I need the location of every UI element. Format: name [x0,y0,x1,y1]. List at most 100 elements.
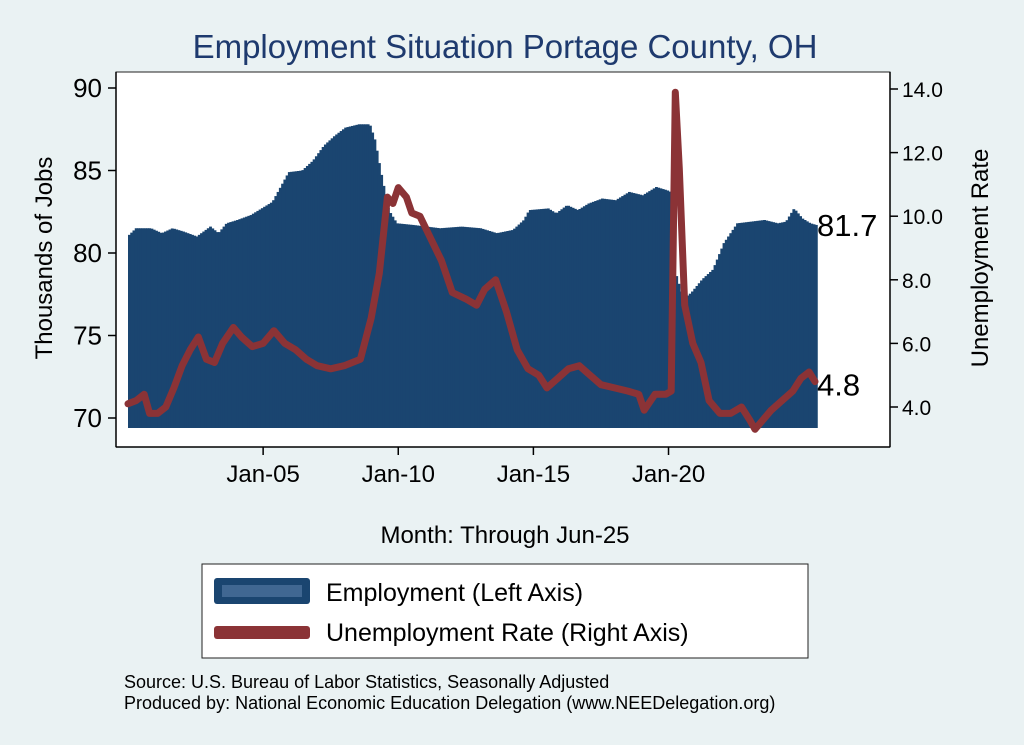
employment-bar [778,222,782,428]
employment-bar [461,226,465,428]
legend: Employment (Left Axis) Unemployment Rate… [201,563,809,659]
employment-bar [209,226,212,428]
employment-bar [609,199,613,428]
employment-bar [688,293,692,428]
employment-bar [796,213,800,428]
employment-bar [285,175,289,428]
employment-bar [132,230,136,428]
employment-bar [393,220,397,428]
employment-bar [600,198,604,428]
employment-bar [569,206,573,428]
employment-bar [720,248,724,428]
employment-bar [715,259,719,428]
employment-bar [420,226,424,428]
employment-bar [479,228,483,428]
employment-bar [348,126,352,428]
employment-bar [504,231,507,428]
employment-bar [251,213,255,428]
employment-bar [551,211,555,428]
employment-bar [468,227,471,428]
employment-bar [767,221,771,428]
employment-bar [713,265,717,428]
employment-bar [290,171,294,428]
employment-bar [675,276,679,428]
employment-bar [357,124,361,429]
employment-bar [573,208,577,428]
employment-bar [432,227,435,428]
employment-bar [150,228,154,428]
employment-bar [650,189,654,428]
employment-bar [170,228,174,428]
employment-bar [758,220,762,428]
employment-bar [555,212,559,428]
employment-bar [447,227,451,428]
employment-bar [792,209,796,428]
employment-bar [414,225,417,428]
employment-bar [139,228,143,428]
employment-bar [200,233,203,428]
employment-bar [227,222,230,428]
employment-bar [718,254,721,428]
employment-bar [607,199,611,429]
employment-bar [240,218,244,428]
employment-bar [808,222,811,428]
employment-bar [495,233,498,428]
employment-bar [549,209,552,428]
employment-bar [418,225,422,428]
employment-bar [245,216,248,428]
employment-bar [794,210,798,428]
employment-bar [790,212,793,428]
employment-bar [465,227,469,428]
y-left-tick-label: 70 [73,403,102,433]
employment-bar [470,227,474,428]
employment-bar [238,219,242,428]
employment-bar [134,228,138,428]
employment-bar [591,201,595,428]
employment-bar [515,226,519,428]
employment-bar [452,227,456,428]
employment-bar [691,291,694,428]
y-left-tick-label: 75 [73,321,102,351]
employment-bar [292,171,296,429]
employment-bar [522,220,525,428]
employment-bar [303,168,307,428]
employment-bar [355,124,359,428]
employment-bar [409,224,413,428]
y-right-tick-label: 14.0 [902,79,943,102]
employment-bar [706,274,710,428]
employment-bar [499,232,503,428]
employment-bar [362,124,366,429]
employment-bar [456,226,460,428]
employment-bar [202,231,206,428]
employment-bar [450,227,453,428]
employment-bar [488,231,492,428]
employment-last-value-label: 81.7 [817,208,877,243]
employment-bar [661,189,665,428]
employment-bar [364,124,368,429]
employment-bar [564,205,568,428]
employment-bar [249,215,253,428]
employment-bar [814,224,818,428]
employment-bar [627,191,631,428]
employment-bar [281,183,284,428]
employment-bar [630,192,634,428]
employment-bar [148,228,152,428]
employment-bar [636,194,640,428]
employment-bar [711,269,715,428]
employment-bar [497,232,501,428]
employment-bar [625,193,629,428]
employment-bar [233,220,237,428]
employment-bar [477,228,480,428]
employment-bar [184,232,188,428]
employment-bar [700,280,703,428]
employment-bar [528,210,532,428]
employment-bar [727,236,730,428]
producer-note: Produced by: National Economic Education… [124,693,775,713]
employment-bar [772,222,775,428]
employment-bar [490,231,494,428]
employment-bar [128,234,131,428]
employment-bar [506,231,510,428]
employment-bar [299,170,303,428]
employment-bar [677,283,681,428]
